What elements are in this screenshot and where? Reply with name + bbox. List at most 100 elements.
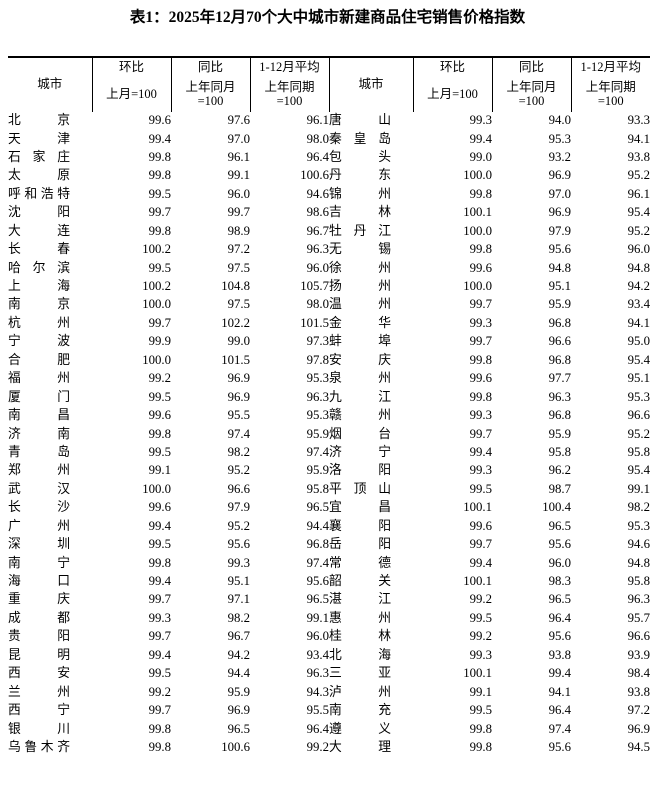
value-avg-right: 99.1 [627, 481, 650, 496]
value-yoy-right: 94.8 [548, 260, 571, 275]
value-mom-right: 100.0 [463, 223, 492, 238]
table-row: 杭州 99.7 102.2 101.5 金华 99.3 96.8 94.1 [8, 314, 650, 332]
city-label: 常德 [329, 555, 391, 570]
table-row: 南京 100.0 97.5 98.0 温州 99.7 95.9 93.4 [8, 296, 650, 314]
table-row: 南宁 99.8 99.3 97.4 常德 99.4 96.0 94.8 [8, 554, 650, 572]
value-yoy-right: 96.6 [548, 334, 571, 349]
value-avg-right: 95.0 [627, 334, 650, 349]
city-name-right: 济宁 [329, 443, 413, 461]
city-label: 洛阳 [329, 463, 391, 478]
value-yoy-left: 96.9 [227, 371, 250, 386]
value-yoy-right: 97.4 [548, 721, 571, 736]
city-label: 湛江 [329, 592, 391, 607]
value-mom-left: 99.8 [148, 168, 171, 183]
city-label: 天津 [8, 131, 70, 146]
value-mom-left: 99.5 [148, 537, 171, 552]
value-avg-right: 95.2 [627, 223, 650, 238]
city-label: 徐州 [329, 260, 391, 275]
value-yoy-left: 99.7 [227, 205, 250, 220]
city-name-right: 桂林 [329, 628, 413, 646]
value-mom-right: 99.8 [469, 186, 492, 201]
city-name-left: 上海 [8, 278, 92, 296]
value-avg-right: 96.6 [627, 408, 650, 423]
city-name-right: 大理 [329, 738, 413, 756]
table-container: 城市 环比 同比 1-12月平均 城市 环比 同比 1-12月平均 上月=100… [8, 28, 650, 757]
city-name-right: 九江 [329, 388, 413, 406]
value-mom-right: 99.5 [469, 481, 492, 496]
value-yoy-right: 95.9 [548, 426, 571, 441]
city-name-right: 徐州 [329, 259, 413, 277]
city-name-left: 厦门 [8, 388, 92, 406]
value-mom-right: 99.6 [469, 260, 492, 275]
city-label: 哈尔滨 [8, 260, 70, 275]
value-yoy-left: 95.2 [227, 463, 250, 478]
city-name-left: 西宁 [8, 702, 92, 720]
city-label: 长春 [8, 242, 70, 257]
value-yoy-right: 98.7 [548, 481, 571, 496]
table-row: 大连 99.8 98.9 96.7 牡丹江 100.0 97.9 95.2 [8, 222, 650, 240]
value-yoy-right: 96.5 [548, 518, 571, 533]
header-sub-avg-right-line1: 上年同期 [585, 80, 636, 95]
value-avg-right: 93.8 [627, 684, 650, 699]
city-name-left: 南宁 [8, 554, 92, 572]
city-name-right: 惠州 [329, 609, 413, 627]
city-label: 烟台 [329, 426, 391, 441]
value-avg-left: 101.5 [300, 315, 329, 330]
value-yoy-right: 95.6 [548, 242, 571, 257]
city-name-right: 常德 [329, 554, 413, 572]
header-city-left: 城市 [8, 56, 93, 112]
value-avg-right: 96.3 [627, 592, 650, 607]
value-mom-left: 99.4 [148, 647, 171, 662]
header-sub-avg-right: 上年同期 =100 [571, 78, 650, 112]
value-avg-left: 97.8 [306, 352, 329, 367]
city-label: 北海 [329, 647, 391, 662]
city-name-left: 银川 [8, 720, 92, 738]
value-yoy-left: 97.4 [227, 426, 250, 441]
value-avg-left: 93.4 [306, 647, 329, 662]
table-row: 贵阳 99.7 96.7 96.0 桂林 99.2 95.6 96.6 [8, 628, 650, 646]
value-avg-right: 93.3 [627, 113, 650, 128]
value-avg-left: 96.8 [306, 537, 329, 552]
value-mom-right: 99.6 [469, 518, 492, 533]
header-group-yoy-left: 同比 [171, 56, 251, 78]
value-mom-left: 99.6 [148, 408, 171, 423]
city-name-right: 宜昌 [329, 499, 413, 517]
city-name-right: 秦皇岛 [329, 130, 413, 148]
value-mom-left: 99.5 [148, 186, 171, 201]
value-yoy-right: 94.0 [548, 113, 571, 128]
value-mom-right: 99.0 [469, 149, 492, 164]
table-row: 沈阳 99.7 99.7 98.6 吉林 100.1 96.9 95.4 [8, 204, 650, 222]
value-yoy-right: 96.0 [548, 555, 571, 570]
city-name-left: 重庆 [8, 591, 92, 609]
value-yoy-left: 97.1 [227, 592, 250, 607]
city-label: 武汉 [8, 481, 70, 496]
city-name-left: 武汉 [8, 480, 92, 498]
value-avg-right: 94.1 [627, 315, 650, 330]
city-name-right: 烟台 [329, 425, 413, 443]
value-yoy-left: 97.6 [227, 113, 250, 128]
value-mom-left: 99.5 [148, 389, 171, 404]
value-avg-left: 96.5 [306, 500, 329, 515]
value-mom-left: 99.2 [148, 371, 171, 386]
city-label: 大理 [329, 739, 391, 754]
city-label: 韶关 [329, 574, 391, 589]
value-avg-right: 94.8 [627, 260, 650, 275]
value-avg-left: 97.4 [306, 555, 329, 570]
value-mom-right: 99.7 [469, 297, 492, 312]
city-label: 深圳 [8, 537, 70, 552]
value-avg-left: 96.3 [306, 389, 329, 404]
city-name-right: 赣州 [329, 407, 413, 425]
table-row: 宁波 99.9 99.0 97.3 蚌埠 99.7 96.6 95.0 [8, 333, 650, 351]
city-label: 扬州 [329, 279, 391, 294]
value-mom-right: 100.1 [463, 205, 492, 220]
header-sub-yoy-right-line1: 上年同月 [506, 80, 557, 95]
value-avg-left: 95.9 [306, 426, 329, 441]
value-mom-left: 99.4 [148, 574, 171, 589]
value-avg-left: 95.5 [306, 703, 329, 718]
header-sub-yoy-right-line2: =100 [518, 93, 545, 108]
value-mom-right: 100.1 [463, 666, 492, 681]
value-yoy-right: 96.8 [548, 408, 571, 423]
value-avg-right: 95.8 [627, 444, 650, 459]
value-mom-left: 99.3 [148, 610, 171, 625]
page-title: 表1：2025年12月70个大中城市新建商品住宅销售价格指数 [129, 9, 526, 26]
